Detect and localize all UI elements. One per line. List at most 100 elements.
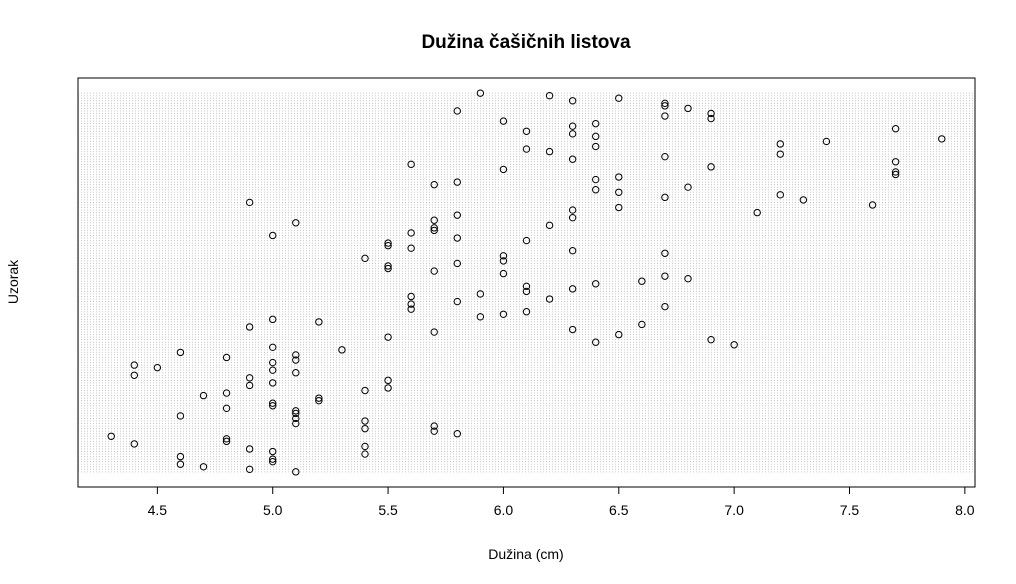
data-point bbox=[707, 114, 715, 123]
data-point bbox=[476, 89, 485, 97]
data-point bbox=[292, 468, 300, 476]
grid-lines bbox=[78, 92, 975, 473]
data-point bbox=[568, 206, 577, 214]
chart-title: Dužina čašičnih listova bbox=[421, 32, 630, 53]
data-point bbox=[776, 140, 784, 148]
data-point bbox=[269, 379, 277, 387]
data-point bbox=[638, 320, 646, 329]
data-point bbox=[430, 422, 438, 430]
data-point bbox=[453, 178, 461, 186]
data-point bbox=[430, 328, 438, 336]
data-point bbox=[384, 264, 392, 273]
data-point bbox=[292, 409, 300, 418]
data-point bbox=[776, 150, 784, 158]
data-point bbox=[684, 104, 692, 113]
x-tick-label: 7.5 bbox=[840, 502, 860, 518]
data-point bbox=[407, 300, 415, 308]
x-tick-label: 4.5 bbox=[148, 502, 168, 518]
data-point bbox=[615, 94, 623, 102]
data-point bbox=[407, 160, 415, 169]
data-point bbox=[730, 341, 738, 349]
data-point bbox=[384, 384, 392, 392]
data-point bbox=[361, 450, 369, 458]
data-points bbox=[107, 89, 946, 476]
data-point bbox=[176, 348, 185, 357]
data-point bbox=[407, 305, 415, 313]
data-point bbox=[292, 369, 300, 377]
data-point bbox=[384, 241, 392, 250]
data-point bbox=[545, 91, 554, 100]
data-point bbox=[430, 216, 438, 224]
data-point bbox=[707, 335, 715, 344]
data-point bbox=[153, 363, 162, 372]
data-point bbox=[615, 173, 623, 181]
data-point bbox=[615, 330, 623, 339]
data-point bbox=[891, 158, 900, 166]
data-point bbox=[938, 135, 946, 143]
data-point bbox=[176, 460, 185, 468]
data-point bbox=[292, 407, 300, 415]
data-point bbox=[592, 338, 600, 346]
data-point bbox=[776, 191, 784, 199]
data-point bbox=[430, 180, 438, 189]
x-tick-label: 8.0 bbox=[955, 502, 975, 518]
data-point bbox=[661, 193, 669, 202]
data-point bbox=[315, 318, 323, 326]
data-point bbox=[430, 224, 438, 232]
data-point bbox=[707, 163, 715, 171]
data-point bbox=[245, 445, 254, 453]
data-point bbox=[661, 302, 669, 311]
data-point bbox=[568, 122, 577, 130]
data-point bbox=[568, 97, 577, 105]
data-point bbox=[661, 249, 669, 257]
data-point bbox=[592, 186, 600, 194]
data-point bbox=[384, 376, 392, 385]
data-point bbox=[269, 457, 277, 466]
x-tick-label: 5.5 bbox=[378, 502, 398, 518]
data-point bbox=[176, 452, 185, 461]
data-point bbox=[661, 272, 669, 280]
x-tick-label: 5.0 bbox=[263, 502, 283, 518]
x-tick-label: 6.5 bbox=[609, 502, 629, 518]
data-point bbox=[545, 147, 554, 156]
data-point bbox=[615, 203, 623, 212]
data-point bbox=[592, 132, 600, 141]
data-point bbox=[407, 292, 415, 301]
data-point bbox=[130, 371, 138, 379]
x-axis-label: Dužina (cm) bbox=[488, 546, 563, 562]
data-point bbox=[315, 396, 323, 405]
data-point bbox=[522, 236, 531, 245]
data-point bbox=[499, 117, 508, 125]
data-point bbox=[269, 315, 277, 324]
data-point bbox=[245, 323, 254, 331]
data-point bbox=[661, 152, 669, 161]
data-point bbox=[822, 137, 831, 146]
data-point bbox=[269, 447, 277, 456]
data-point bbox=[615, 188, 623, 196]
data-point bbox=[568, 325, 577, 334]
data-point bbox=[453, 259, 461, 268]
data-point bbox=[292, 414, 300, 423]
data-point bbox=[292, 219, 300, 227]
data-point bbox=[269, 399, 277, 407]
data-point bbox=[522, 287, 531, 296]
data-point bbox=[568, 130, 577, 138]
data-point bbox=[245, 198, 254, 207]
data-point bbox=[684, 274, 692, 283]
data-point bbox=[592, 142, 600, 151]
data-point bbox=[453, 430, 461, 438]
data-point bbox=[130, 440, 138, 448]
data-point bbox=[661, 102, 669, 110]
data-point bbox=[568, 247, 577, 255]
data-point bbox=[545, 221, 554, 230]
x-tick-label: 6.0 bbox=[494, 502, 514, 518]
data-point bbox=[292, 356, 300, 364]
data-point bbox=[361, 386, 369, 395]
data-point bbox=[499, 310, 508, 318]
data-point bbox=[453, 234, 461, 242]
data-point bbox=[522, 308, 531, 316]
data-point bbox=[476, 313, 485, 321]
data-point bbox=[269, 231, 277, 240]
data-point bbox=[661, 99, 669, 108]
x-axis: 4.5 5.0 5.5 6.0 6.5 7.0 7.5 8.0 bbox=[148, 487, 975, 518]
